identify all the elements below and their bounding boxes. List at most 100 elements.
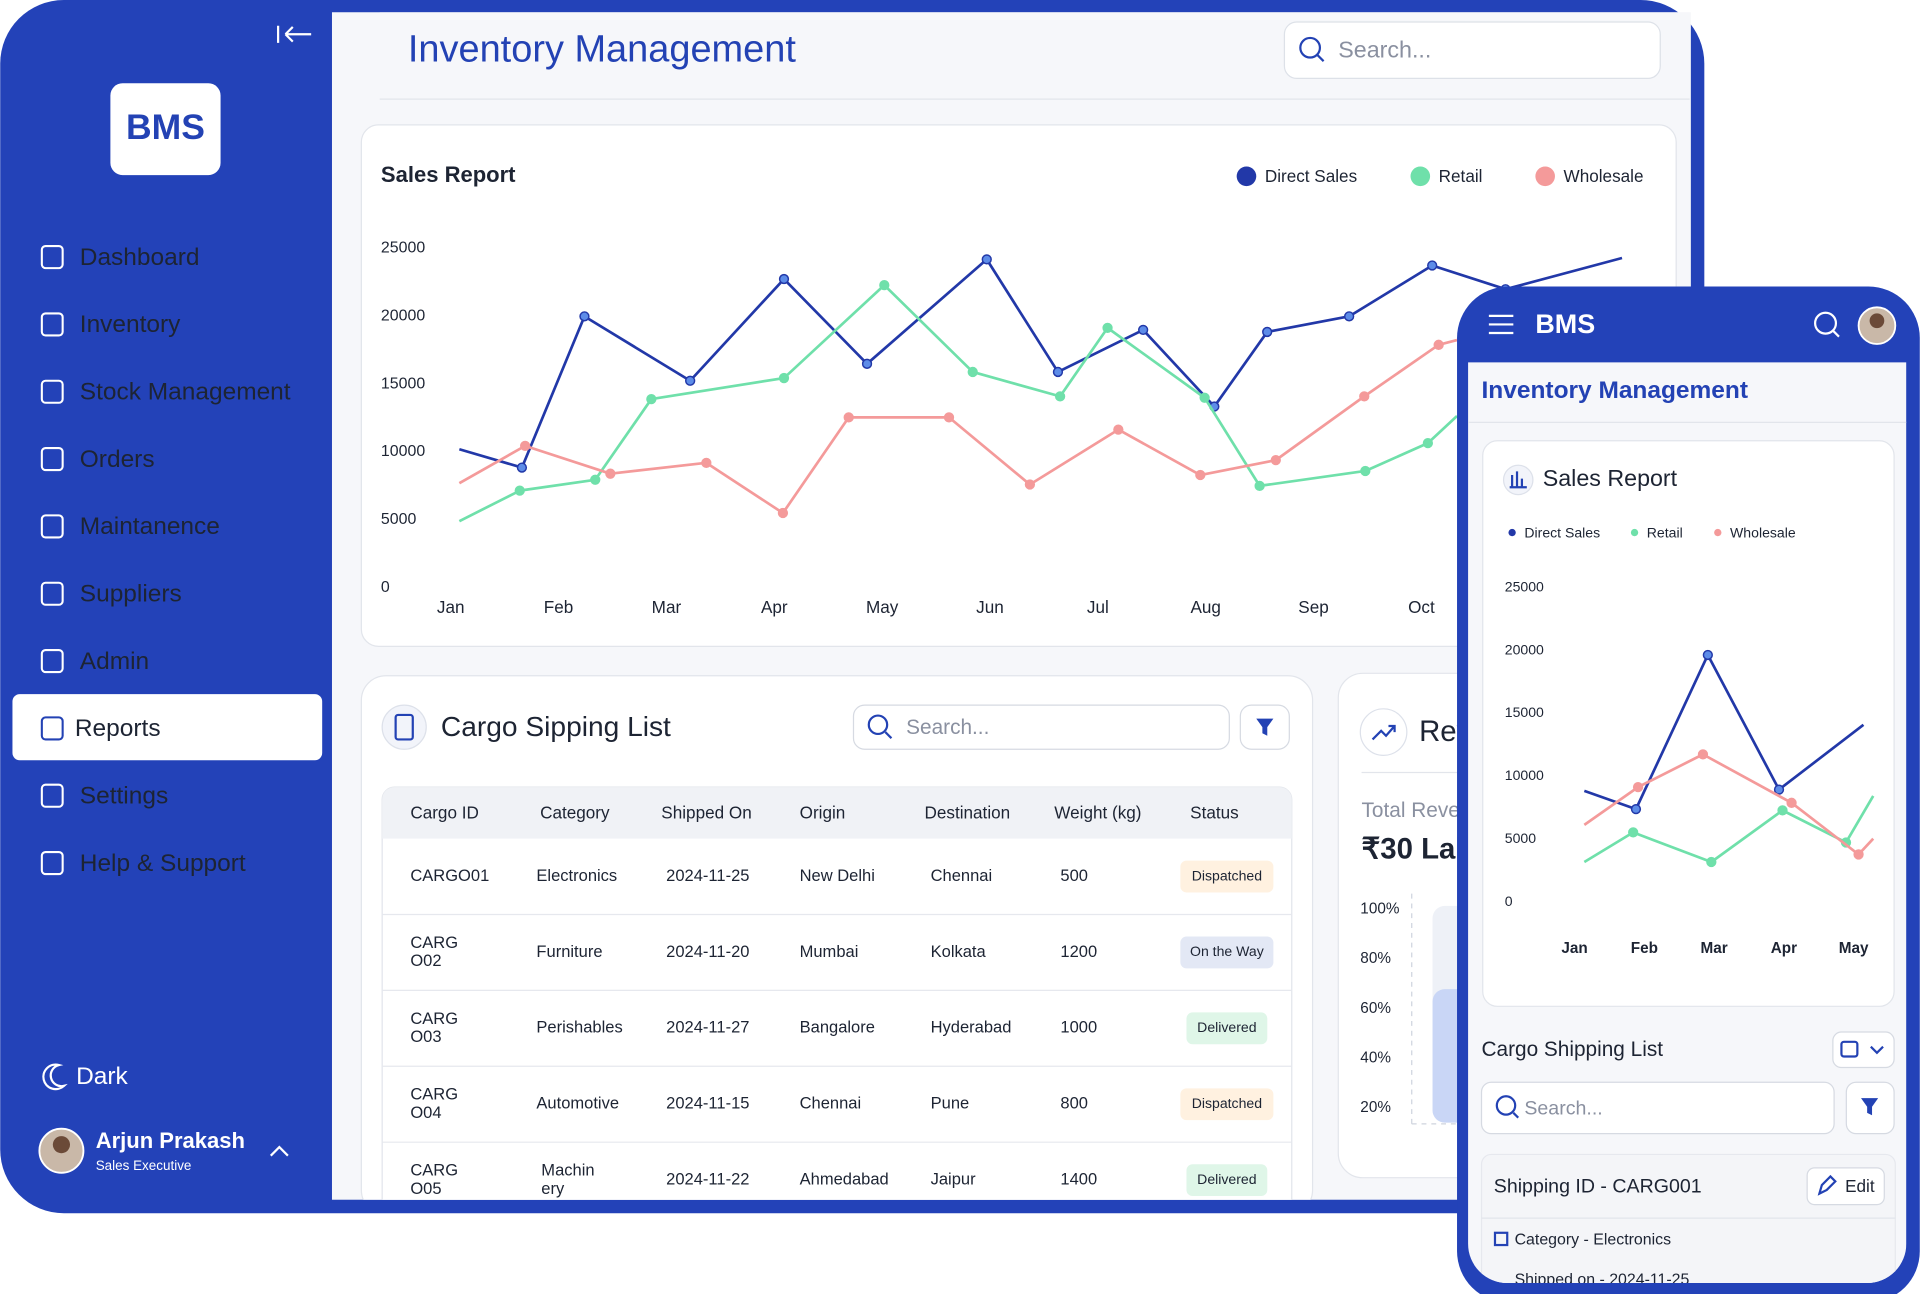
search-box[interactable] (1283, 21, 1661, 79)
table-cell: Chennai (931, 866, 993, 885)
status-label: Dispatched (1192, 1095, 1262, 1111)
search-icon-handle (1832, 329, 1840, 338)
y-tick-label: 0 (381, 579, 390, 596)
table-cell: CARG O04 (410, 1085, 458, 1122)
table-cell: Hyderabad (931, 1018, 1012, 1037)
series-point (843, 412, 854, 423)
menu-icon (40, 312, 64, 337)
revenue-ticks: 100% 80% 60% 40% 20% (1360, 901, 1400, 1116)
table-header (382, 787, 1292, 839)
sales-title: Sales Report (381, 162, 516, 187)
series-point (778, 372, 790, 384)
legend-dot (1535, 166, 1555, 187)
series-point (1702, 649, 1713, 661)
mobile-logo: BMS (1535, 309, 1595, 339)
revenue-tick: 20% (1360, 1099, 1391, 1116)
mobile-sales-card (1482, 440, 1895, 1007)
x-tick-label: Jun (976, 597, 1004, 617)
menu-icon (40, 649, 64, 674)
series-point (646, 393, 657, 405)
status-badge (1180, 936, 1274, 969)
cargo-table (381, 786, 1293, 1200)
legend-label[interactable]: Direct Sales (1524, 524, 1600, 540)
menu-item[interactable]: Inventory (80, 311, 181, 338)
mobile-search[interactable] (1480, 1081, 1835, 1135)
menu-item[interactable]: Reports (75, 715, 161, 742)
table-cell: Machin ery (541, 1161, 594, 1198)
shipping-card-title: Shipping ID - CARG001 (1494, 1176, 1702, 1198)
user-name: Arjun Prakash (96, 1128, 245, 1153)
menu-icon (40, 783, 64, 808)
legend-dot (1236, 166, 1257, 187)
legend-label[interactable]: Direct Sales (1265, 166, 1357, 186)
mobile-search-icon[interactable] (1814, 311, 1838, 335)
search-icon-handle (1512, 1112, 1520, 1119)
legend-label[interactable]: Wholesale (1564, 166, 1644, 186)
y-tick-label: 5000 (1505, 830, 1536, 846)
series-point (1113, 424, 1124, 435)
cargo-search[interactable] (852, 704, 1230, 750)
mobile: BMS Inventory Management Sales Report 0 5… (1457, 286, 1920, 1294)
x-tick-label: Feb (1631, 940, 1658, 957)
mobile-title: Inventory Management (1482, 377, 1749, 404)
legend-label[interactable]: Wholesale (1730, 524, 1796, 540)
table-cell: CARG O02 (410, 933, 458, 970)
menu-icon (40, 447, 64, 472)
series-point (1199, 392, 1210, 403)
y-tick-label: 0 (1505, 893, 1513, 909)
avatar-head (1869, 313, 1885, 329)
sidebar: BMS Dashboard Inventory Stock Management Or… (12, 25, 323, 1174)
chevron[interactable] (269, 1145, 289, 1157)
table-cell: Perishables (536, 1018, 622, 1037)
hamburger-icon[interactable] (1488, 314, 1514, 335)
series-point (514, 485, 525, 496)
menu-item[interactable]: Dashboard (80, 244, 200, 271)
legend-label[interactable]: Retail (1439, 166, 1483, 186)
series-point (1853, 849, 1864, 860)
x-tick-label: Apr (761, 597, 788, 617)
chart-icon-bg (1502, 464, 1534, 496)
theme-toggle[interactable]: Dark (76, 1063, 128, 1090)
menu-icon (40, 514, 64, 539)
status-label: Delivered (1197, 1171, 1256, 1187)
menu-item[interactable]: Orders (80, 446, 155, 473)
table-cell: Automotive (536, 1094, 619, 1113)
table-cell: Furniture (536, 942, 602, 961)
edit-button[interactable] (1806, 1167, 1885, 1206)
series-point (520, 440, 531, 452)
series-line (1583, 795, 1875, 864)
menu-item[interactable]: Stock Management (80, 378, 291, 405)
menu-icon (40, 716, 64, 741)
avatar-head (52, 1136, 70, 1154)
menu-active-bg (12, 694, 323, 761)
series-point (1773, 784, 1785, 795)
legend-label[interactable]: Retail (1647, 524, 1683, 540)
menu-item[interactable]: Help & Support (80, 850, 246, 877)
series-point (943, 412, 955, 423)
series-point (516, 462, 528, 473)
series-point (981, 254, 992, 265)
menu-item[interactable]: Settings (80, 782, 168, 809)
revenue-tick: 100% (1360, 901, 1400, 918)
series-point (1102, 322, 1113, 334)
x-tick-label: May (866, 597, 899, 617)
series-point (590, 474, 601, 485)
menu-icon (40, 851, 64, 876)
table-cell: Pune (931, 1094, 970, 1113)
column-header: Category (540, 803, 610, 823)
revenue-tick: 60% (1360, 1000, 1391, 1017)
menu-item[interactable]: Admin (80, 648, 149, 675)
collapse-icon[interactable] (277, 25, 312, 43)
table-cell: CARGO01 (410, 866, 489, 885)
mobile-cargo-title: Cargo Shipping List (1482, 1038, 1664, 1061)
menu-item[interactable]: Suppliers (80, 580, 182, 607)
cargo-title: Cargo Sipping List (441, 711, 671, 742)
mobile-search-placeholder: Search... (1524, 1097, 1602, 1119)
menu-item[interactable]: Maintanence (80, 513, 220, 540)
table-body: Cargo ID Category Shipped On Origin Destinat… (382, 803, 1292, 1198)
table-cell: Kolkata (931, 942, 987, 961)
series-point (967, 366, 978, 378)
x-tick-label: Jan (437, 597, 465, 617)
